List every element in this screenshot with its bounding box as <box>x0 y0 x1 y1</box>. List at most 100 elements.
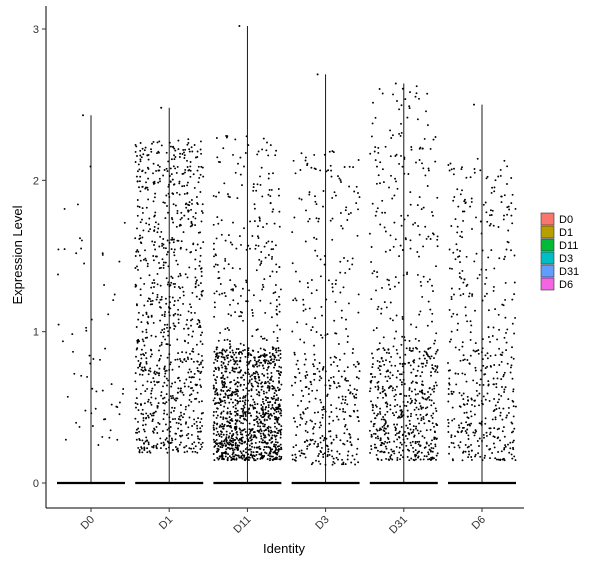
point <box>237 348 240 350</box>
point <box>197 284 200 287</box>
point <box>370 448 373 451</box>
point <box>235 407 237 410</box>
point <box>419 413 422 416</box>
point <box>426 280 429 283</box>
point <box>342 408 345 410</box>
point <box>277 354 280 357</box>
point <box>398 162 401 165</box>
point <box>408 339 411 342</box>
point <box>448 383 451 386</box>
point <box>450 436 453 439</box>
point <box>255 453 258 456</box>
point <box>273 415 276 418</box>
point <box>478 437 481 440</box>
point <box>394 238 397 241</box>
point <box>319 275 322 278</box>
point <box>177 239 180 242</box>
point <box>435 350 438 353</box>
point <box>230 398 233 401</box>
point <box>216 360 219 362</box>
point <box>266 368 269 371</box>
point <box>215 137 218 139</box>
point <box>276 337 279 339</box>
point <box>199 362 202 365</box>
point <box>159 437 162 440</box>
point <box>389 288 392 291</box>
point <box>490 214 493 216</box>
point <box>453 417 456 420</box>
point <box>296 321 299 324</box>
point <box>174 167 177 170</box>
point <box>197 165 200 168</box>
point <box>170 238 173 241</box>
point <box>235 356 238 359</box>
point <box>406 401 409 403</box>
point <box>164 247 167 250</box>
point <box>252 406 255 409</box>
point <box>501 458 504 461</box>
point <box>234 311 237 314</box>
point <box>151 420 154 423</box>
point <box>407 173 410 175</box>
point <box>153 241 156 244</box>
point <box>372 406 374 409</box>
point <box>290 384 293 387</box>
point <box>257 351 260 353</box>
point <box>425 352 428 355</box>
point <box>372 101 374 104</box>
point <box>137 427 140 430</box>
point <box>146 262 149 265</box>
point <box>192 330 195 333</box>
point <box>273 355 276 358</box>
point <box>191 425 194 427</box>
point <box>299 423 302 426</box>
point <box>513 281 516 284</box>
point <box>156 141 159 144</box>
point <box>159 235 162 238</box>
point <box>188 447 191 450</box>
point <box>225 439 228 442</box>
point <box>197 231 200 234</box>
point <box>142 419 145 422</box>
point <box>212 426 215 429</box>
point <box>190 433 193 436</box>
point <box>162 397 164 400</box>
legend-key-d31 <box>540 264 555 278</box>
point <box>374 417 376 420</box>
point <box>153 428 156 431</box>
point <box>168 241 171 244</box>
point <box>229 303 231 306</box>
point <box>512 400 515 403</box>
point <box>234 351 237 354</box>
point <box>319 441 322 444</box>
point <box>471 228 473 230</box>
point <box>194 267 197 270</box>
point <box>457 322 459 325</box>
point <box>373 432 375 435</box>
point <box>258 375 260 378</box>
point <box>254 407 257 410</box>
point <box>305 370 308 373</box>
point <box>163 375 166 378</box>
point <box>414 449 417 452</box>
point <box>373 443 376 446</box>
point <box>256 420 259 423</box>
point <box>265 359 268 362</box>
point <box>177 418 180 420</box>
point <box>312 363 315 366</box>
point <box>486 220 489 223</box>
point <box>450 330 453 333</box>
point <box>509 447 512 450</box>
point <box>185 202 188 205</box>
point <box>109 429 112 432</box>
point <box>269 413 272 416</box>
point <box>452 251 455 254</box>
point <box>275 443 277 446</box>
point <box>273 412 275 415</box>
point <box>137 366 140 369</box>
point <box>419 280 422 283</box>
point <box>194 212 197 215</box>
point <box>431 450 434 453</box>
